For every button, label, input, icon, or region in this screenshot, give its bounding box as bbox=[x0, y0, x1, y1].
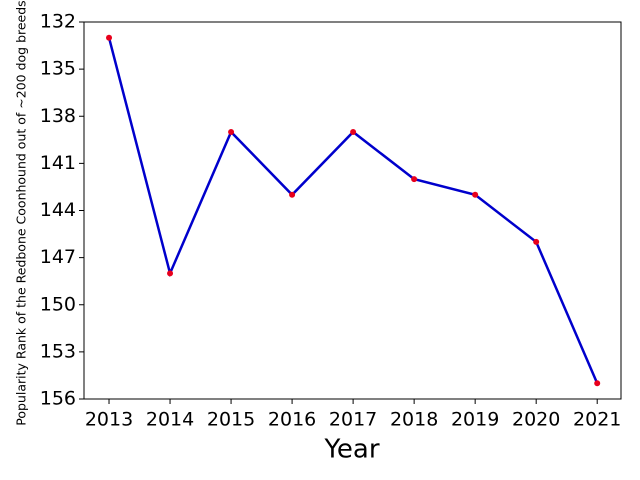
x-tick-label: 2013 bbox=[85, 409, 133, 431]
x-tick-label: 2019 bbox=[451, 409, 499, 431]
point-marker bbox=[106, 34, 113, 41]
y-tick-label: 156 bbox=[40, 388, 76, 410]
y-axis-label: Popularity Rank of the Redbone Coonhound… bbox=[14, 0, 29, 425]
y-tick-label: 150 bbox=[40, 293, 76, 315]
point-marker bbox=[167, 270, 174, 277]
x-tick-label: 2014 bbox=[146, 409, 194, 431]
x-tick-label: 2017 bbox=[329, 409, 377, 431]
plot-frame bbox=[83, 21, 622, 400]
point-marker bbox=[411, 176, 418, 183]
point-marker bbox=[350, 128, 357, 135]
x-tick-label: 2018 bbox=[390, 409, 438, 431]
point-marker bbox=[594, 380, 601, 387]
x-tick-label: 2015 bbox=[207, 409, 255, 431]
x-tick-label: 2016 bbox=[268, 409, 316, 431]
x-axis-label: Year bbox=[323, 435, 379, 465]
series-line bbox=[107, 37, 599, 384]
y-tick-label: 141 bbox=[40, 152, 76, 174]
y-tick-label: 153 bbox=[40, 340, 76, 362]
y-tick-label: 132 bbox=[40, 11, 76, 33]
point-marker bbox=[472, 191, 479, 198]
point-marker bbox=[533, 238, 540, 245]
y-tick-label: 138 bbox=[40, 105, 76, 127]
point-marker bbox=[228, 128, 235, 135]
x-tick-label: 2020 bbox=[512, 409, 560, 431]
x-tick-label: 2021 bbox=[573, 409, 621, 431]
y-tick-label: 144 bbox=[40, 199, 76, 221]
y-tick-label: 135 bbox=[40, 58, 76, 80]
y-tick-label: 147 bbox=[40, 246, 76, 268]
point-marker bbox=[289, 191, 296, 198]
